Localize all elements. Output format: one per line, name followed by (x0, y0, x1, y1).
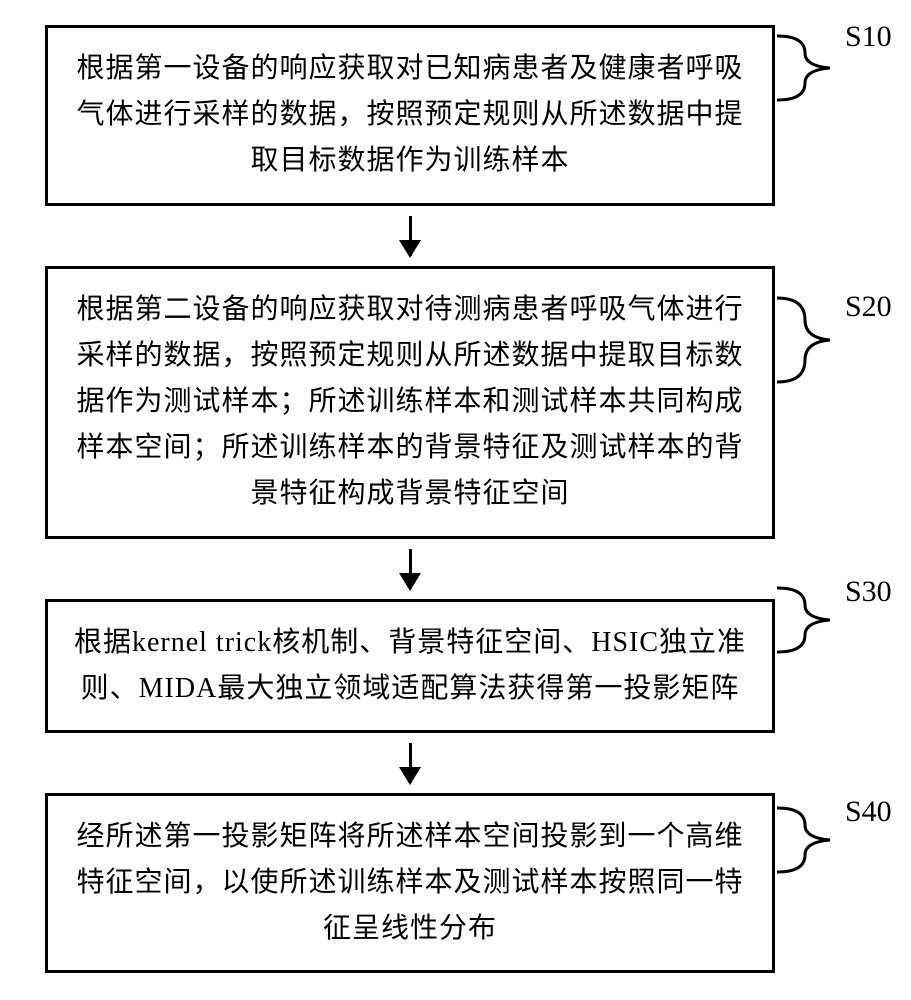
arrow-s10-s20 (45, 206, 775, 266)
bracket-s20 (775, 290, 840, 390)
node-text: 根据第一设备的响应获取对已知病患者及健康者呼吸气体进行采样的数据，按照预定规则从… (76, 53, 743, 176)
bracket-s40 (775, 800, 840, 880)
label-text: S30 (845, 575, 892, 608)
arrow-s20-s30 (45, 539, 775, 599)
bracket-s30 (775, 580, 840, 660)
flow-node-s20: 根据第二设备的响应获取对待测病患者呼吸气体进行采样的数据，按照预定规则从所述数据… (45, 266, 775, 539)
flowchart-container: 根据第一设备的响应获取对已知病患者及健康者呼吸气体进行采样的数据，按照预定规则从… (45, 25, 775, 973)
label-s10: S10 (845, 20, 892, 54)
label-s20: S20 (845, 290, 892, 324)
node-text: 经所述第一投影矩阵将所述样本空间投影到一个高维特征空间，以使所述训练样本及测试样… (76, 821, 743, 944)
flow-node-s10: 根据第一设备的响应获取对已知病患者及健康者呼吸气体进行采样的数据，按照预定规则从… (45, 25, 775, 206)
label-s40: S40 (845, 795, 892, 829)
node-text: 根据kernel trick核机制、背景特征空间、HSIC独立准则、MIDA最大… (74, 627, 746, 704)
bracket-s10 (775, 28, 840, 108)
arrow-shape (409, 216, 412, 256)
flow-node-s40: 经所述第一投影矩阵将所述样本空间投影到一个高维特征空间，以使所述训练样本及测试样… (45, 793, 775, 974)
label-text: S40 (845, 795, 892, 828)
arrow-shape (409, 549, 412, 589)
node-text: 根据第二设备的响应获取对待测病患者呼吸气体进行采样的数据，按照预定规则从所述数据… (76, 294, 743, 510)
label-text: S10 (845, 20, 892, 53)
flow-node-s30: 根据kernel trick核机制、背景特征空间、HSIC独立准则、MIDA最大… (45, 599, 775, 733)
arrow-s30-s40 (45, 733, 775, 793)
label-text: S20 (845, 290, 892, 323)
arrow-shape (409, 743, 412, 783)
label-s30: S30 (845, 575, 892, 609)
